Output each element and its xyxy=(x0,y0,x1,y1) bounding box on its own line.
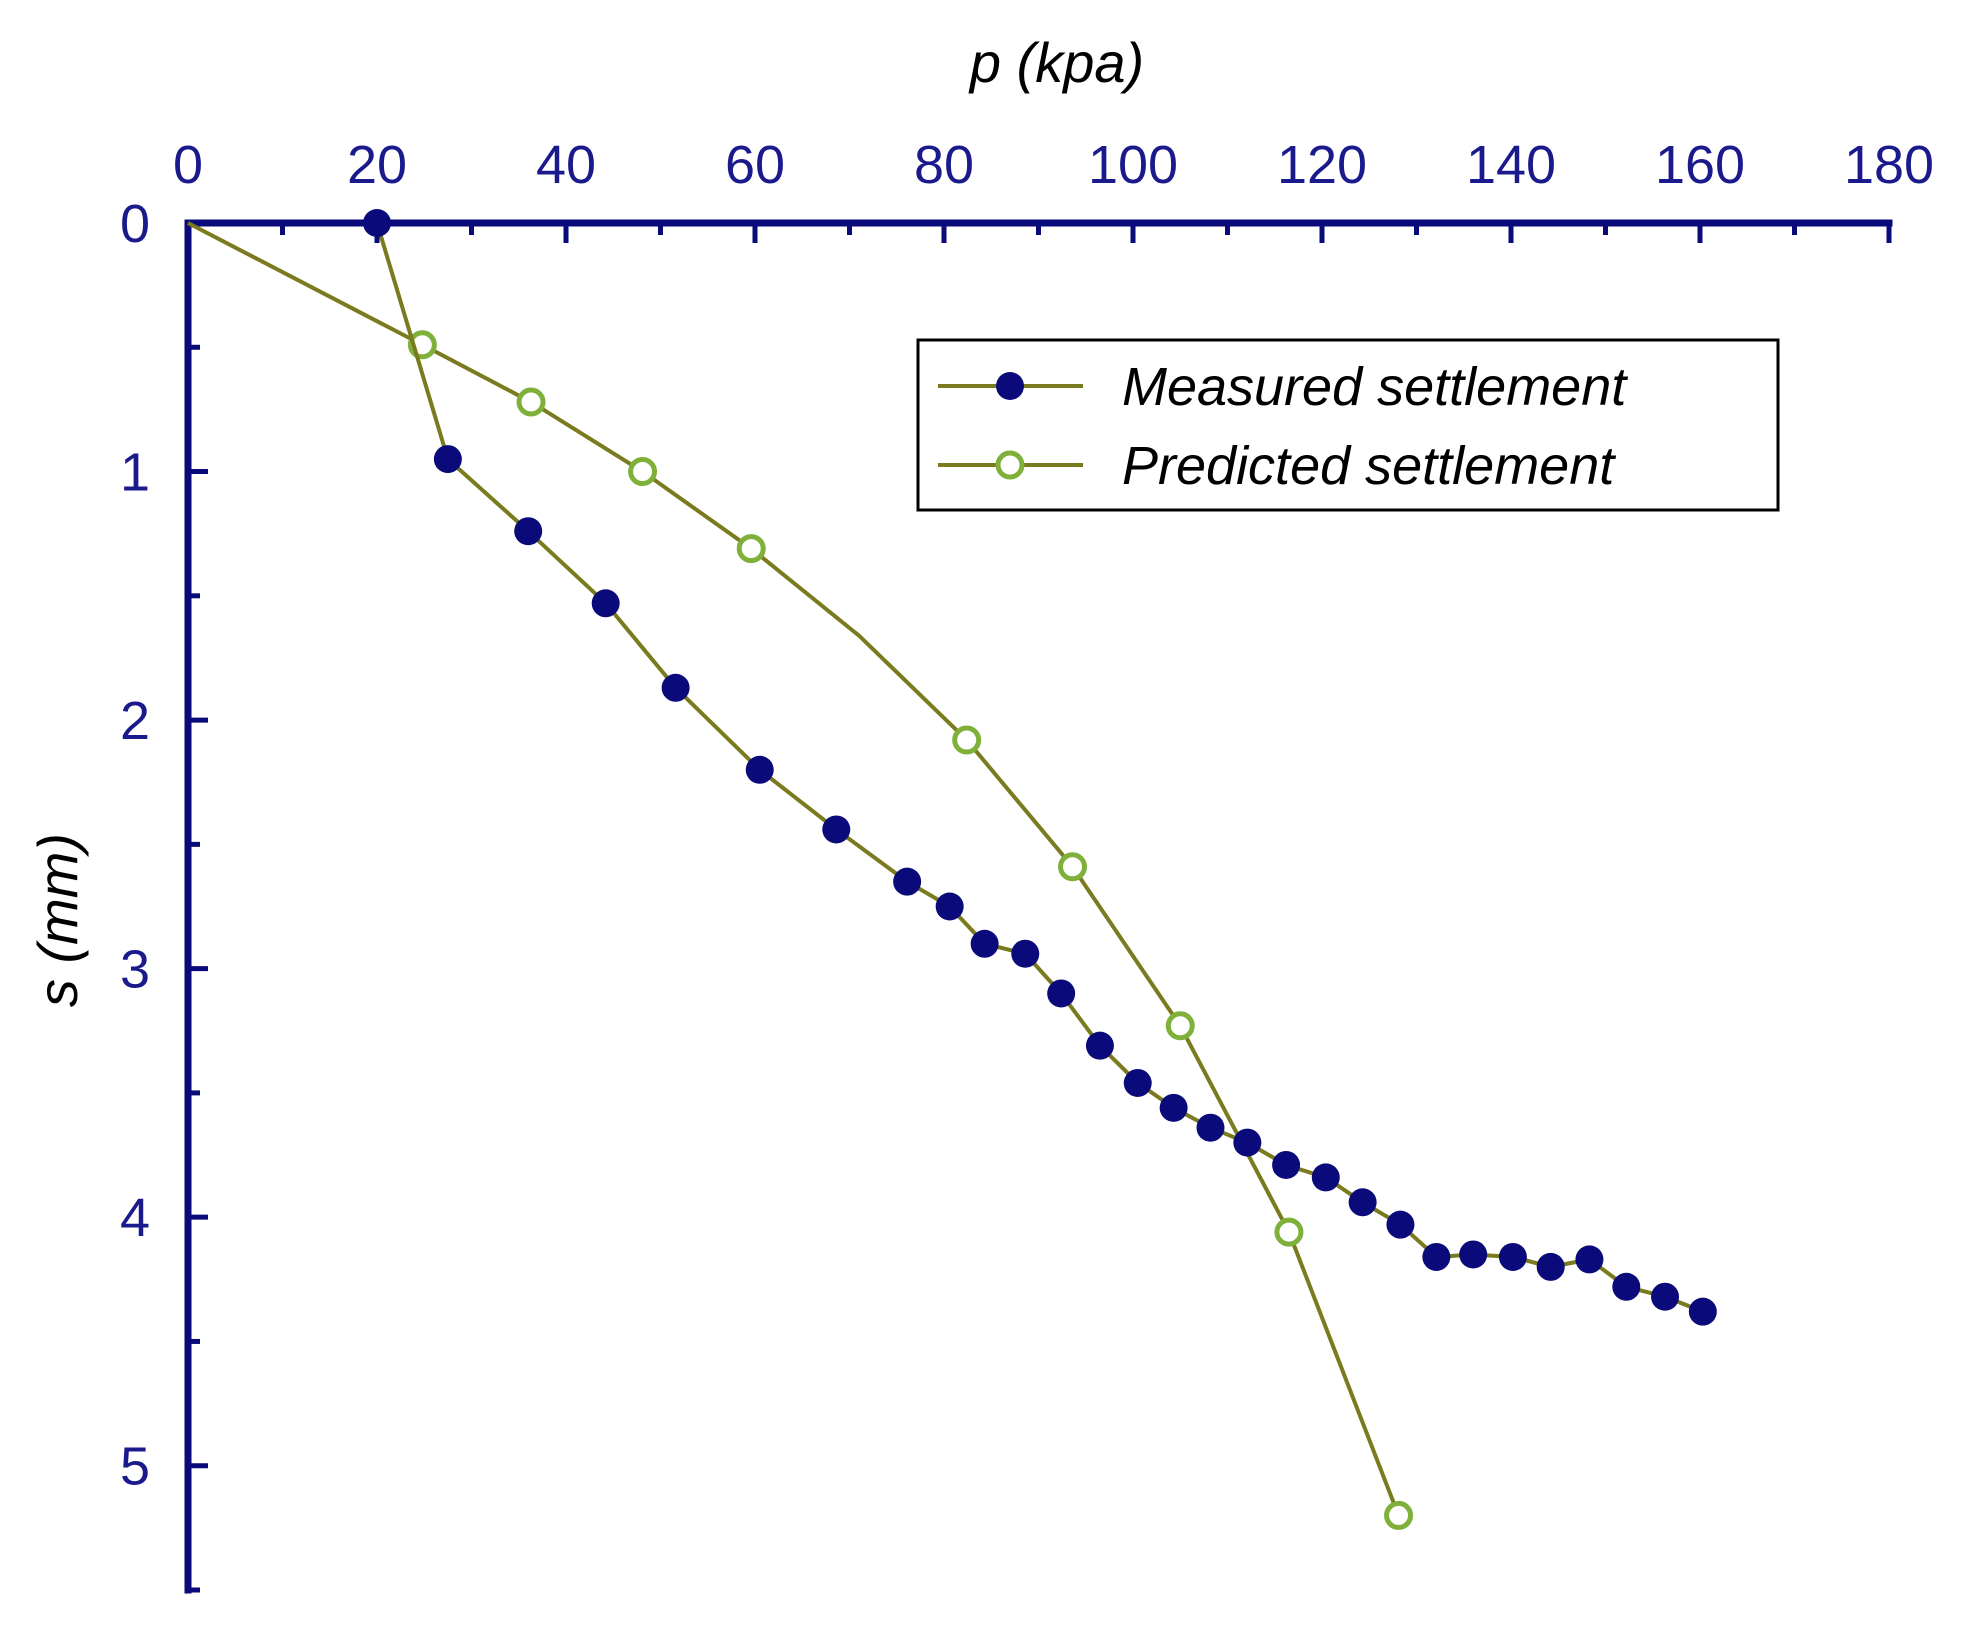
data-point-measured-settlement xyxy=(970,929,999,958)
x-axis-ticks: 0 20 40 60 80 100 120 140 160 180 xyxy=(173,135,1934,243)
data-point-measured-settlement xyxy=(514,517,543,546)
data-point-measured-settlement xyxy=(893,867,922,896)
x-tick-label: 60 xyxy=(725,135,785,195)
data-point-measured-settlement xyxy=(1575,1245,1604,1274)
data-point-predicted-settlement xyxy=(952,725,982,755)
x-axis-title: p (kpa) xyxy=(968,31,1144,94)
data-point-measured-settlement xyxy=(1047,979,1076,1008)
data-point-measured-settlement xyxy=(1311,1163,1340,1192)
data-point-predicted-settlement xyxy=(1274,1217,1304,1247)
x-tick-label: 180 xyxy=(1844,135,1934,195)
data-point-predicted-settlement xyxy=(1165,1011,1195,1041)
data-point-measured-settlement xyxy=(1651,1282,1680,1311)
data-point-measured-settlement xyxy=(1159,1093,1188,1122)
series-line-predicted-settlement xyxy=(187,221,1401,1517)
data-point-measured-settlement xyxy=(1233,1128,1262,1157)
x-tick-label: 120 xyxy=(1277,135,1367,195)
y-tick-label: 1 xyxy=(120,443,150,503)
data-point-measured-settlement xyxy=(1386,1210,1415,1239)
data-point-measured-settlement xyxy=(1196,1113,1225,1142)
data-point-measured-settlement xyxy=(1011,939,1040,968)
x-tick-label: 80 xyxy=(914,135,974,195)
x-tick-label: 160 xyxy=(1655,135,1745,195)
data-point-measured-settlement xyxy=(1348,1188,1377,1217)
legend-label: Predicted settlement xyxy=(1122,436,1616,496)
data-point-measured-settlement xyxy=(935,892,964,921)
data-point-predicted-settlement xyxy=(1384,1500,1414,1530)
data-point-measured-settlement xyxy=(822,815,851,844)
data-point-measured-settlement xyxy=(1688,1297,1717,1326)
x-tick-label: 40 xyxy=(536,135,596,195)
data-point-predicted-settlement xyxy=(628,457,658,487)
series-predicted-settlement xyxy=(187,221,1414,1530)
y-tick-label: 3 xyxy=(120,940,150,1000)
legend-label: Measured settlement xyxy=(1122,357,1628,417)
legend-marker xyxy=(995,450,1025,480)
data-point-measured-settlement xyxy=(661,673,690,702)
data-point-predicted-settlement xyxy=(1058,852,1088,882)
data-point-measured-settlement xyxy=(1085,1031,1114,1060)
x-tick-label: 140 xyxy=(1466,135,1556,195)
data-point-measured-settlement xyxy=(1612,1272,1641,1301)
data-point-measured-settlement xyxy=(745,755,774,784)
data-point-measured-settlement xyxy=(1536,1252,1565,1281)
y-tick-label: 5 xyxy=(120,1437,150,1497)
y-axis-title: s (mm) xyxy=(26,833,89,1007)
series-measured-settlement xyxy=(363,209,1717,1326)
data-point-measured-settlement xyxy=(1272,1150,1301,1179)
data-point-predicted-settlement xyxy=(736,534,766,564)
data-point-measured-settlement xyxy=(363,209,391,237)
legend: Measured settlement Predicted settlement xyxy=(916,338,1780,512)
x-tick-label: 0 xyxy=(173,135,203,195)
data-point-measured-settlement xyxy=(433,445,462,474)
y-tick-label: 4 xyxy=(120,1188,150,1248)
data-point-measured-settlement xyxy=(1498,1242,1527,1271)
y-axis-ticks: 0 1 2 3 4 5 xyxy=(120,194,208,1593)
y-tick-label: 0 xyxy=(120,194,150,254)
data-point-measured-settlement xyxy=(1422,1242,1451,1271)
x-tick-label: 100 xyxy=(1088,135,1178,195)
data-point-measured-settlement xyxy=(1459,1240,1488,1269)
y-tick-label: 2 xyxy=(120,691,150,751)
data-point-predicted-settlement xyxy=(516,387,546,417)
legend-item-predicted-settlement: Predicted settlement xyxy=(938,436,1616,496)
x-tick-label: 20 xyxy=(347,135,407,195)
data-point-measured-settlement xyxy=(591,589,620,618)
legend-marker xyxy=(996,372,1024,400)
plot-area xyxy=(187,209,1717,1530)
data-point-measured-settlement xyxy=(1123,1068,1152,1097)
legend-item-measured-settlement: Measured settlement xyxy=(938,357,1628,417)
legend-box xyxy=(916,338,1780,512)
